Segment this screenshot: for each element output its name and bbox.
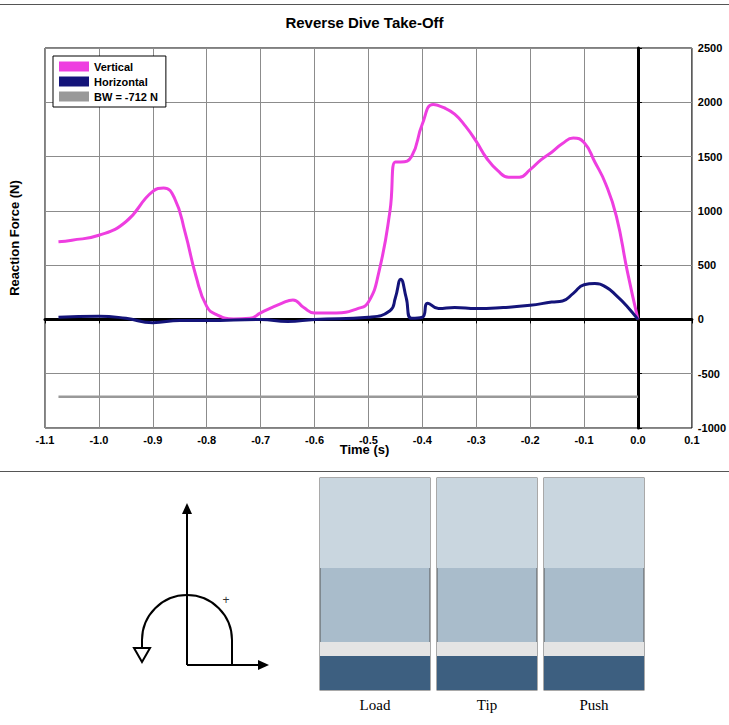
svg-text:-0.2: -0.2 xyxy=(521,434,540,446)
svg-text:Time (s): Time (s) xyxy=(339,442,390,457)
svg-text:2500: 2500 xyxy=(698,42,722,54)
svg-text:-0.8: -0.8 xyxy=(197,434,216,446)
svg-text:0.0: 0.0 xyxy=(630,434,645,446)
svg-text:-0.5: -0.5 xyxy=(359,434,378,446)
svg-text:1500: 1500 xyxy=(698,151,722,163)
svg-text:Load: Load xyxy=(360,697,391,713)
svg-text:+: + xyxy=(222,593,229,607)
svg-text:0.1: 0.1 xyxy=(684,434,699,446)
svg-text:Vertical: Vertical xyxy=(94,61,133,73)
svg-text:-0.3: -0.3 xyxy=(467,434,486,446)
svg-text:-0.9: -0.9 xyxy=(143,434,162,446)
svg-text:2000: 2000 xyxy=(698,96,722,108)
svg-text:Tip: Tip xyxy=(477,697,497,713)
svg-text:-0.6: -0.6 xyxy=(305,434,324,446)
svg-text:-0.4: -0.4 xyxy=(413,434,433,446)
svg-text:0: 0 xyxy=(698,313,704,325)
svg-text:1000: 1000 xyxy=(698,205,722,217)
svg-text:500: 500 xyxy=(698,259,716,271)
svg-text:-1.1: -1.1 xyxy=(36,434,55,446)
svg-text:Horizontal: Horizontal xyxy=(94,76,148,88)
svg-text:-0.1: -0.1 xyxy=(575,434,594,446)
svg-text:BW = -712 N: BW = -712 N xyxy=(94,91,158,103)
svg-text:Push: Push xyxy=(579,697,609,713)
svg-text:-0.7: -0.7 xyxy=(251,434,270,446)
svg-text:-1000: -1000 xyxy=(698,422,726,434)
svg-text:Reaction Force (N): Reaction Force (N) xyxy=(7,180,22,296)
svg-text:Reverse Dive Take-Off: Reverse Dive Take-Off xyxy=(285,14,444,31)
svg-text:-500: -500 xyxy=(698,368,720,380)
svg-text:-1.0: -1.0 xyxy=(89,434,108,446)
